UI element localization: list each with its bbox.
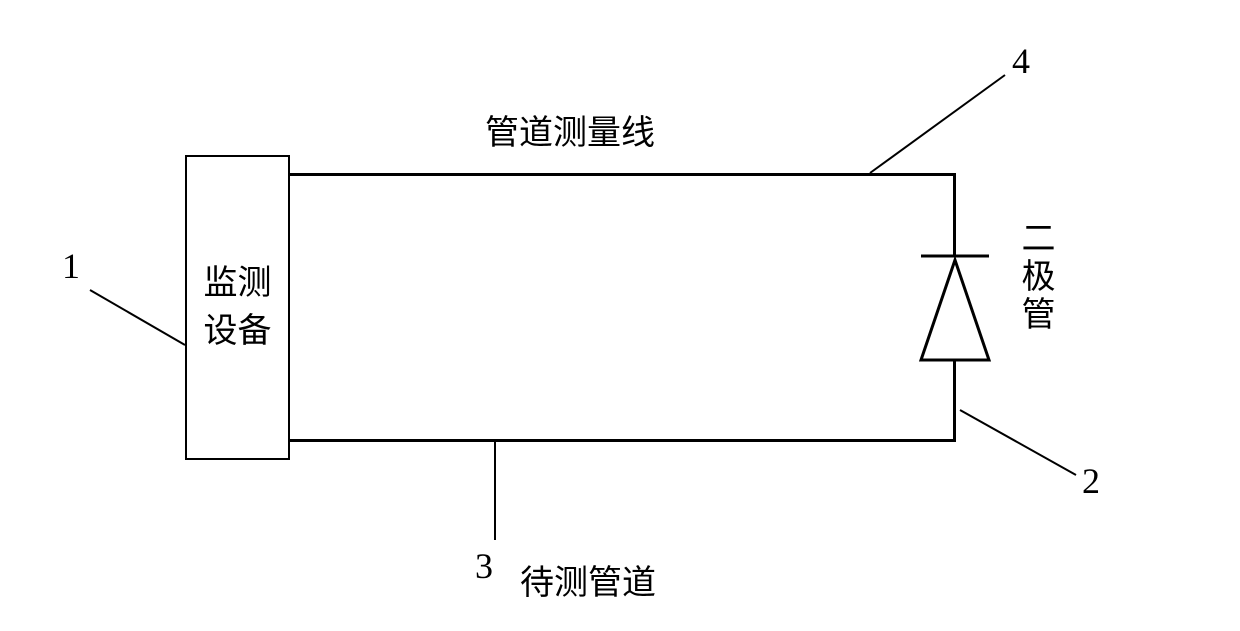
- right-upper-line: [953, 173, 956, 255]
- right-lower-line: [953, 360, 956, 442]
- circuit-diagram: 监测 设备 二极管 管道测量线 待测管道 1 2 3 4: [0, 0, 1240, 631]
- diode-label: 二极管: [1010, 220, 1059, 334]
- monitor-device-box: 监测 设备: [185, 155, 290, 460]
- callout-4: 4: [1012, 40, 1030, 82]
- bottom-pipe-line: [290, 439, 955, 442]
- leader-line-2: [958, 405, 1083, 480]
- callout-3: 3: [475, 545, 493, 587]
- leader-line-3: [488, 442, 503, 542]
- pipe-label: 待测管道: [520, 555, 656, 604]
- callout-2: 2: [1082, 460, 1100, 502]
- top-measurement-line: [290, 173, 955, 176]
- diode-symbol: [911, 248, 999, 366]
- leader-line-1: [85, 285, 190, 350]
- measurement-line-label: 管道测量线: [485, 105, 655, 154]
- leader-line-4: [865, 70, 1010, 178]
- monitor-label: 监测 设备: [204, 260, 272, 355]
- callout-1: 1: [62, 245, 80, 287]
